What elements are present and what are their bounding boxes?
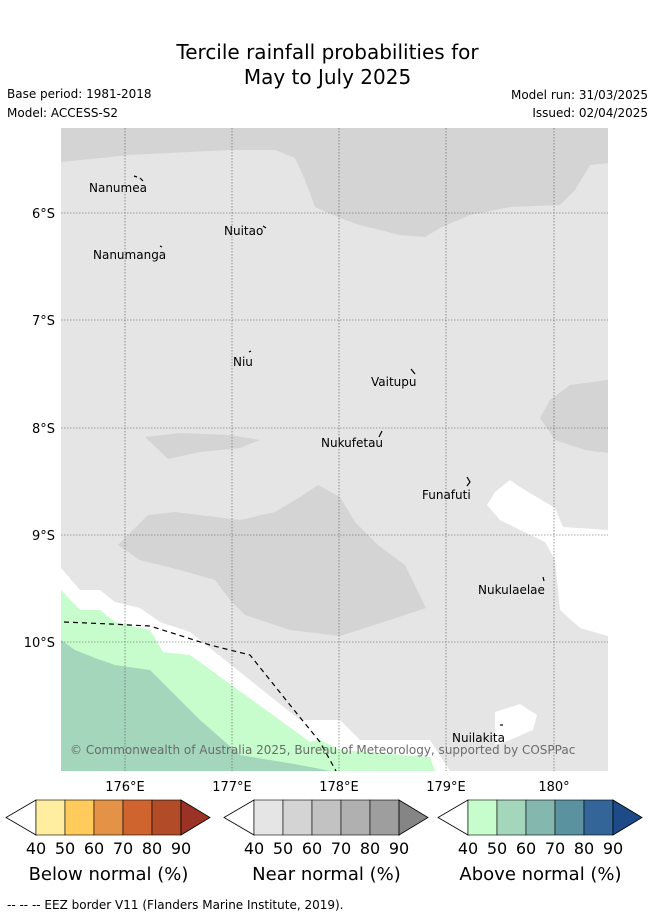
colorbar-1-swatch-1 — [282, 799, 313, 836]
island-niu-mark — [248, 350, 252, 353]
colorbar-0-swatch-2 — [93, 799, 124, 836]
colorbar-0-over-triangle — [180, 799, 211, 836]
white-gap-east — [487, 480, 608, 636]
lat-label-8s: 8°S — [32, 422, 55, 437]
colorbar-0-swatch-0 — [35, 799, 66, 836]
issued-text: Issued: 02/04/2025 — [532, 106, 648, 120]
colorbar-0-tick-5: 90 — [171, 839, 191, 858]
island-nanumea-mark-2 — [139, 177, 144, 182]
colorbar-0: 40 50 60 70 80 90 Below normal (%) — [5, 799, 211, 885]
lon-label-178e: 178°E — [319, 780, 359, 795]
colorbar-2-tick-1: 50 — [487, 839, 507, 858]
near-normal-50-region-east — [540, 380, 608, 453]
island-vaitupu-mark — [410, 368, 416, 375]
colorbar-0-tick-0: 40 — [26, 839, 46, 858]
lon-label-176e: 176°E — [105, 780, 145, 795]
colorbar-legends: 40 50 60 70 80 90 Below normal (%) 40 50 60 70 80 90… — [5, 799, 643, 885]
lon-label-179e: 179°E — [426, 780, 466, 795]
place-label-nukufetau: Nukufetau — [321, 436, 383, 450]
colorbar-2-tick-0: 40 — [458, 839, 478, 858]
lon-label-180: 180° — [538, 780, 569, 795]
colorbar-1-tick-2: 60 — [302, 839, 322, 858]
chart-title: Tercile rainfall probabilities for May t… — [0, 40, 655, 90]
colorbar-1-swatch-2 — [311, 799, 342, 836]
colorbar-1-under-triangle — [223, 799, 255, 836]
place-label-nukulaelae: Nukulaelae — [478, 583, 545, 597]
map-area: Nanumea Nuitao Nanumanga Niu Vaitupu Nuk… — [61, 128, 608, 771]
colorbar-1-tick-0: 40 — [244, 839, 264, 858]
colorbar-1-swatch-4 — [369, 799, 400, 836]
place-label-nanumea: Nanumea — [89, 181, 147, 195]
colorbar-1-swatch-0 — [253, 799, 284, 836]
near-normal-50-region-north — [61, 128, 608, 237]
colorbar-1: 40 50 60 70 80 90 Near normal (%) — [223, 799, 429, 885]
model-text: Model: ACCESS-S2 — [7, 106, 119, 120]
colorbar-2-swatch-0 — [467, 799, 498, 836]
colorbar-0-under-triangle — [5, 799, 37, 836]
colorbar-0-tick-2: 60 — [84, 839, 104, 858]
colorbar-2-label: Above normal (%) — [459, 864, 621, 885]
island-nukulaelae-mark — [542, 576, 545, 582]
above-normal-50-region — [61, 640, 330, 771]
title-line-2: May to July 2025 — [243, 65, 412, 89]
colorbar-2-swatch-2 — [525, 799, 556, 836]
near-normal-50-region-band — [145, 433, 260, 459]
colorbar-0-swatch-4 — [151, 799, 182, 836]
near-normal-50-region-center — [118, 485, 426, 636]
colorbar-2-over-triangle — [612, 799, 643, 836]
gridlines — [61, 128, 608, 771]
colorbar-2-swatch-1 — [496, 799, 527, 836]
colorbar-0-tick-3: 70 — [113, 839, 133, 858]
colorbar-2-tick-5: 90 — [603, 839, 623, 858]
colorbar-0-tick-4: 80 — [142, 839, 162, 858]
colorbar-1-tick-3: 70 — [331, 839, 351, 858]
colorbar-2-swatch-4 — [583, 799, 614, 836]
place-label-niu: Niu — [233, 355, 253, 369]
colorbar-0-label: Below normal (%) — [29, 864, 189, 885]
lat-label-7s: 7°S — [32, 314, 55, 329]
white-gap-southeast — [495, 704, 537, 745]
colorbar-1-over-triangle — [398, 799, 429, 836]
lon-label-177e: 177°E — [212, 780, 252, 795]
colorbar-2-swatch-3 — [554, 799, 585, 836]
lat-label-9s: 9°S — [32, 529, 55, 544]
colorbar-1-swatch-3 — [340, 799, 371, 836]
place-label-funafuti: Funafuti — [422, 488, 471, 502]
island-nanumea-mark — [133, 175, 138, 178]
colorbar-0-tick-1: 50 — [55, 839, 75, 858]
colorbar-1-tick-4: 80 — [360, 839, 380, 858]
lat-label-6s: 6°S — [32, 207, 55, 222]
colorbar-1-tick-5: 90 — [389, 839, 409, 858]
eez-footnote: -- -- -- EEZ border V11 (Flanders Marine… — [7, 898, 344, 912]
base-period-text: Base period: 1981-2018 — [7, 87, 152, 101]
title-line-1: Tercile rainfall probabilities for — [176, 40, 479, 64]
colorbar-1-tick-1: 50 — [273, 839, 293, 858]
colorbar-0-swatch-3 — [122, 799, 153, 836]
place-label-nuitao: Nuitao — [224, 224, 263, 238]
copyright-text: © Commonwealth of Australia 2025, Bureau… — [70, 743, 575, 757]
colorbar-2-tick-4: 80 — [574, 839, 594, 858]
lat-label-10s: 10°S — [24, 636, 55, 651]
colorbar-2-tick-3: 70 — [545, 839, 565, 858]
colorbar-2-tick-2: 60 — [516, 839, 536, 858]
place-label-nanumanga: Nanumanga — [93, 248, 166, 262]
place-label-nuilakita: Nuilakita — [452, 731, 505, 745]
colorbar-0-swatch-1 — [64, 799, 95, 836]
island-nanumanga-mark — [159, 245, 163, 248]
islands — [133, 175, 545, 726]
colorbar-2: 40 50 60 70 80 90 Above normal (%) — [437, 799, 643, 885]
colorbar-2-under-triangle — [437, 799, 469, 836]
island-nukufetau-mark — [378, 430, 383, 438]
island-funafuti-mark — [466, 476, 471, 487]
island-nuitao-mark — [262, 225, 267, 229]
place-label-vaitupu: Vaitupu — [371, 375, 417, 389]
model-run-text: Model run: 31/03/2025 — [510, 88, 648, 102]
colorbar-1-label: Near normal (%) — [252, 864, 401, 885]
